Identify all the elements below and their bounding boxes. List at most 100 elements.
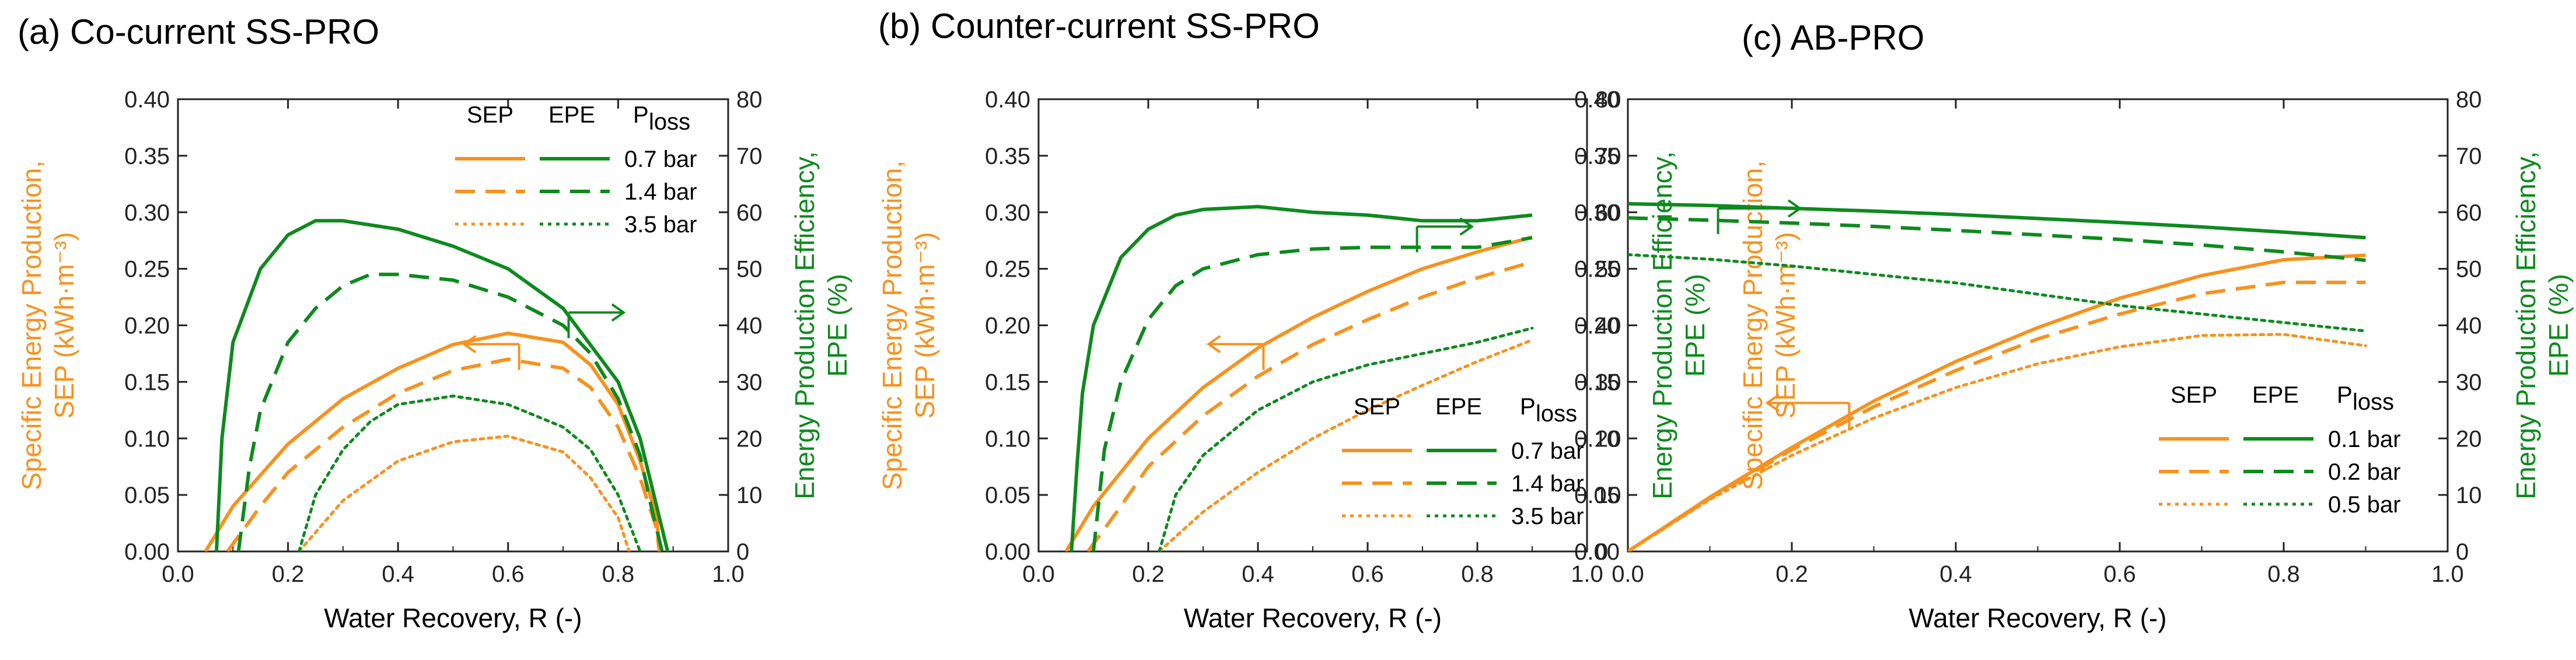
legend-entry-label: 1.4 bar xyxy=(1511,471,1584,497)
y-tick-label: 0.25 xyxy=(1574,257,1620,282)
y-tick-label: 0.05 xyxy=(124,483,170,508)
y-tick-label: 0.10 xyxy=(1574,426,1620,452)
legend-header-ploss: P xyxy=(1520,394,1536,420)
x-tick-label: 0.4 xyxy=(382,561,414,587)
series-line-sep-dashed xyxy=(1628,280,2366,551)
y2-tick-label: 40 xyxy=(736,313,763,339)
x-tick-label: 0.2 xyxy=(1775,561,1808,587)
panel-title: (b) Counter-current SS-PRO xyxy=(878,6,1320,46)
y-tick-label: 0.00 xyxy=(985,539,1030,565)
series-line-sep-dotted xyxy=(298,434,631,551)
y2-axis-label-line: EPE (%) xyxy=(2543,274,2574,376)
y-tick-label: 0.25 xyxy=(124,257,170,282)
y2-tick-label: 60 xyxy=(1595,200,1621,226)
y-tick-label: 0.30 xyxy=(1574,200,1620,226)
series-line-sep-dotted xyxy=(1158,338,1534,551)
y2-tick-label: 70 xyxy=(1595,144,1621,169)
series-line-epe-dotted xyxy=(1628,253,2367,333)
y-tick-label: 0.30 xyxy=(124,200,170,226)
y2-tick-label: 0 xyxy=(2456,539,2469,565)
series-line-epe-solid xyxy=(1628,202,2366,240)
y-tick-label: 0.10 xyxy=(124,426,170,452)
annotation-arrow-sep xyxy=(1765,393,1851,429)
y2-tick-label: 30 xyxy=(736,369,763,395)
series-line-sep-solid xyxy=(204,331,662,551)
y-axis-label-line: Specific Energy Production, xyxy=(16,160,47,490)
legend-header-ploss: P xyxy=(2337,382,2353,408)
panel-title: (a) Co-current SS-PRO xyxy=(18,12,379,51)
y-tick-label: 0.05 xyxy=(985,483,1030,508)
legend-header-epe: EPE xyxy=(1435,394,1482,420)
x-tick-label: 0.2 xyxy=(272,561,305,587)
x-tick-label: 0.4 xyxy=(1939,561,1972,587)
legend-header-sep: SEP xyxy=(1354,394,1400,420)
arrow-head xyxy=(462,335,477,354)
x-tick-label: 0.0 xyxy=(1612,561,1644,587)
y-tick-label: 0.35 xyxy=(1574,144,1620,169)
x-axis-label: Water Recovery, R (-) xyxy=(1909,603,2166,633)
legend-header-ploss-sub: loss xyxy=(2353,389,2394,415)
x-tick-label: 0.4 xyxy=(1242,561,1274,587)
y2-tick-label: 70 xyxy=(736,144,763,169)
y2-tick-label: 70 xyxy=(2456,144,2482,169)
x-tick-label: 0.0 xyxy=(162,561,194,587)
series-line-epe-dashed xyxy=(236,273,664,551)
legend-entry-label: 3.5 bar xyxy=(1511,504,1584,529)
y-tick-label: 0.40 xyxy=(985,87,1030,113)
arrow-head xyxy=(611,303,626,322)
x-tick-label: 0.2 xyxy=(1132,561,1165,587)
y2-tick-label: 80 xyxy=(2456,87,2482,113)
y2-tick-label: 20 xyxy=(2456,426,2482,452)
x-tick-label: 0.0 xyxy=(1022,561,1055,587)
y-axis-label-line: Specific Energy Production, xyxy=(877,160,907,490)
series-line-sep-solid xyxy=(1064,235,1533,551)
arrow-head xyxy=(1459,217,1474,236)
y2-axis-label-line: EPE (%) xyxy=(822,274,852,376)
y2-tick-label: 10 xyxy=(2456,483,2482,508)
y2-tick-label: 80 xyxy=(736,87,763,113)
panel-title: (c) AB-PRO xyxy=(1742,18,1924,57)
panel-b: (b) Counter-current SS-PRO 0.0 0.2 0.4 0.6 0.… xyxy=(877,6,1710,633)
y2-axis-label-line: Energy Production Efficiency, xyxy=(2511,151,2541,500)
y2-tick-label: 80 xyxy=(1595,87,1621,113)
x-tick-label: 0.6 xyxy=(2103,561,2136,587)
y2-tick-label: 20 xyxy=(1595,426,1621,452)
series-line-epe-dotted xyxy=(298,394,642,551)
legend-header-sep: SEP xyxy=(2170,382,2217,408)
y2-tick-label: 60 xyxy=(736,200,763,226)
arrow-head xyxy=(1765,393,1780,413)
legend-header-epe: EPE xyxy=(2252,382,2299,408)
y2-axis-label-line: Energy Production Efficiency, xyxy=(789,151,820,500)
y-axis-label: Specific Energy Production,SEP (kWh·m⁻³) xyxy=(1738,160,1801,490)
y-axis-label-line: SEP (kWh·m⁻³) xyxy=(910,232,940,419)
y2-axis-label-line: EPE (%) xyxy=(1680,274,1710,376)
annotation-arrow-epe xyxy=(1717,199,1802,235)
x-tick-label: 1.0 xyxy=(2431,561,2464,587)
y-tick-label: 0.25 xyxy=(985,257,1030,282)
legend-header-epe: EPE xyxy=(548,102,595,128)
y2-axis-label: Energy Production Efficiency,EPE (%) xyxy=(2511,151,2574,500)
y2-axis-label-line: Energy Production Efficiency, xyxy=(1647,151,1677,500)
y-tick-label: 0.15 xyxy=(1574,369,1620,395)
x-tick-label: 0.8 xyxy=(1461,561,1494,587)
y2-tick-label: 40 xyxy=(2456,313,2482,339)
legend-header-sep: SEP xyxy=(467,102,513,128)
arrow-head xyxy=(1787,199,1802,218)
x-tick-label: 0.6 xyxy=(1351,561,1384,587)
x-tick-label: 0.8 xyxy=(2267,561,2300,587)
y2-tick-label: 60 xyxy=(2456,200,2482,226)
y-tick-label: 0.30 xyxy=(985,200,1030,226)
y-tick-label: 0.05 xyxy=(1574,483,1620,508)
x-tick-label: 1.0 xyxy=(712,561,745,587)
y-tick-label: 0.20 xyxy=(124,313,170,339)
y2-axis-label: Energy Production Efficiency,EPE (%) xyxy=(789,151,852,500)
y-tick-label: 0.40 xyxy=(1574,87,1620,113)
y-axis-label-line: SEP (kWh·m⁻³) xyxy=(1770,232,1801,419)
legend-header-ploss-sub: loss xyxy=(1536,401,1577,427)
x-axis-label: Water Recovery, R (-) xyxy=(324,603,582,633)
series-line-epe-solid xyxy=(1069,205,1533,551)
